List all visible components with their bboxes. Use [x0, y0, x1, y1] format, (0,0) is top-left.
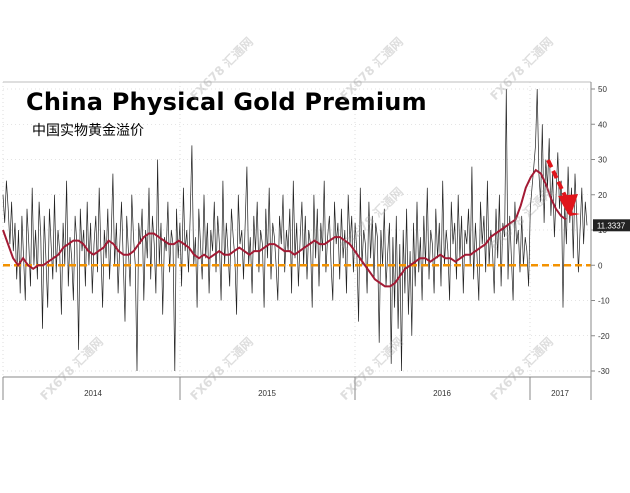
y-tick-label: 40: [598, 120, 607, 129]
y-tick-label: -20: [598, 332, 610, 341]
y-tick-label: 30: [598, 156, 607, 165]
y-tick-label: 0: [598, 261, 603, 270]
x-tick-label: 2014: [84, 389, 102, 398]
grid-layer: [2, 81, 591, 377]
chart-subtitle: 中国实物黄金溢价: [32, 123, 144, 139]
annotation-arrow-head: [558, 194, 578, 215]
series-layer: [2, 88, 591, 372]
last-value-label: 11.3337: [597, 221, 626, 230]
x-tick-label: 2016: [433, 389, 451, 398]
chart-title: China Physical Gold Premium: [26, 88, 427, 116]
series-line-moving-average: [2, 168, 567, 288]
axis-layer: 50403020100-10-20-30201420152016201711.3…: [2, 82, 630, 400]
annotation-arrow-shaft: [546, 159, 568, 199]
series-line-premium: [2, 88, 588, 372]
x-tick-label: 2015: [258, 389, 276, 398]
last-value-box: [593, 219, 630, 232]
x-tick-label: 2017: [551, 389, 569, 398]
y-tick-label: 20: [598, 191, 607, 200]
y-tick-label: -10: [598, 297, 610, 306]
y-tick-label: -30: [598, 367, 610, 376]
y-tick-label: 50: [598, 85, 607, 94]
